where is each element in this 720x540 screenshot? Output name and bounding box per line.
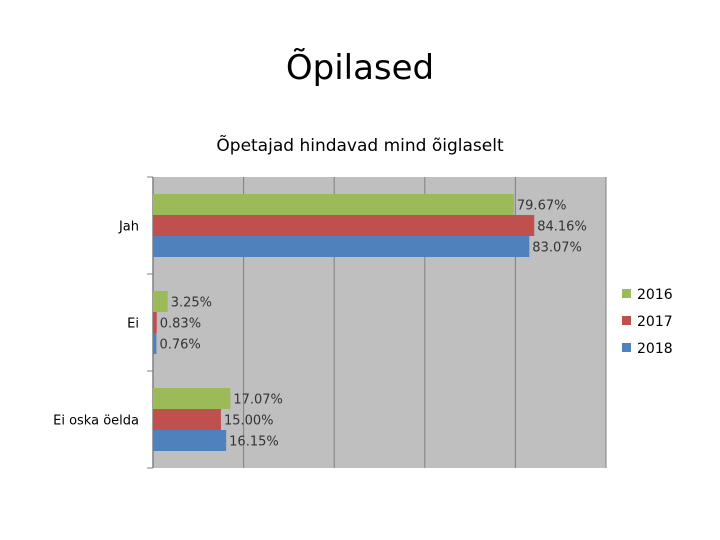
data-label: 16.15% [229,435,279,450]
data-label: 3.25% [171,296,212,311]
legend-label: 2017 [637,314,673,330]
category-labels: Jah Ei Ei oska öelda [53,220,139,429]
category-label: Jah [118,220,139,235]
bars-group: 79.67% 84.16% 83.07% 3.25% 0.83% 0.76% 17.07% 1… [153,194,587,451]
data-label: 17.07% [233,393,283,408]
data-label: 79.67% [517,199,567,214]
data-label: 0.76% [159,338,200,353]
bar-2017 [153,215,535,236]
bar-2016 [153,388,231,409]
category-label: Ei oska öelda [53,414,139,429]
data-label: 0.83% [160,317,201,332]
data-label: 84.16% [537,220,587,235]
legend-label: 2018 [637,341,673,357]
bar-2018 [153,236,530,257]
bar-2017 [153,409,221,430]
category-label: Ei [127,317,139,332]
bar-2016 [153,194,514,215]
legend-swatch [622,316,631,325]
slide-title: Õpilased [285,48,435,88]
legend: 2016 2017 2018 [622,287,673,357]
chart-title: Õpetajad hindavad mind õiglaselt [216,136,504,156]
legend-label: 2016 [637,287,673,303]
y-axis-ticks [147,176,153,469]
legend-swatch [622,343,631,352]
legend-swatch [622,289,631,298]
bar-2018 [153,333,157,354]
data-label: 83.07% [532,241,582,256]
bar-2018 [153,430,227,451]
bar-2017 [153,312,157,333]
data-label: 15.00% [224,414,274,429]
bar-2016 [153,291,168,312]
